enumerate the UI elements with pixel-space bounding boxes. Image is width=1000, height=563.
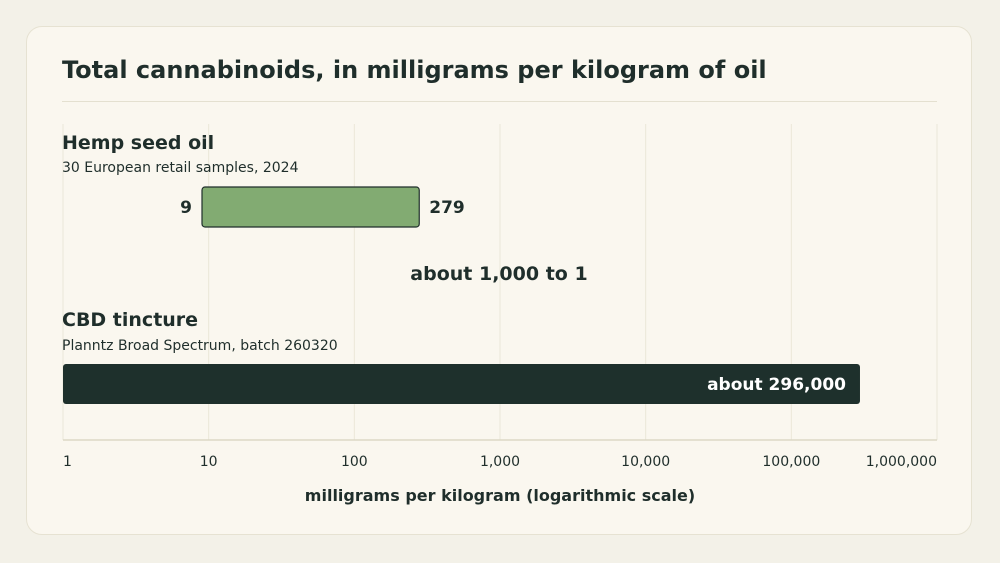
- x-tick-label: 10: [200, 454, 218, 470]
- x-tick-label: 1,000: [480, 454, 520, 470]
- x-tick-label: 1: [63, 454, 72, 470]
- ratio-annotation: about 1,000 to 1: [410, 263, 587, 285]
- x-tick-label: 1,000,000: [866, 454, 937, 470]
- chart-card: [26, 26, 972, 535]
- x-axis-title: milligrams per kilogram (logarithmic sca…: [305, 486, 695, 505]
- series-name: Hemp seed oil: [62, 132, 214, 154]
- cbd-tincture-bar: [63, 364, 860, 404]
- bar-end-label: 279: [429, 198, 465, 218]
- x-tick-label: 100,000: [762, 454, 820, 470]
- series-subtitle: Planntz Broad Spectrum, batch 260320: [62, 338, 338, 354]
- x-tick-label: 10,000: [621, 454, 670, 470]
- series-subtitle: 30 European retail samples, 2024: [62, 160, 299, 176]
- chart-title: Total cannabinoids, in milligrams per ki…: [62, 56, 767, 84]
- x-tick-label: 100: [341, 454, 368, 470]
- series-name: CBD tincture: [62, 309, 198, 331]
- bar-end-label: about 296,000: [707, 375, 846, 395]
- title-divider: [62, 101, 937, 102]
- bar-start-label: 9: [180, 198, 192, 218]
- hemp-seed-oil-bar: [201, 186, 420, 228]
